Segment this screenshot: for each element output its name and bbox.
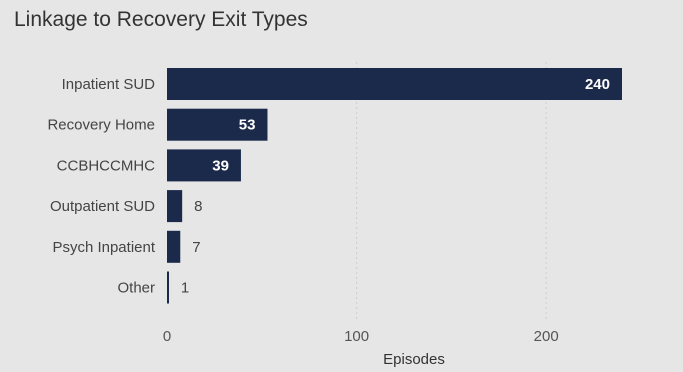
data-label: 8 — [194, 198, 202, 215]
chart-title: Linkage to Recovery Exit Types — [14, 8, 308, 31]
data-label: 1 — [181, 280, 189, 297]
bar-inpatient-sud — [167, 68, 622, 100]
x-axis-title: Episodes — [383, 351, 445, 368]
x-tick-label: 0 — [163, 328, 171, 345]
bar-psych-inpatient — [167, 230, 181, 263]
bar-outpatient-sud — [167, 190, 183, 223]
bar-other — [167, 271, 169, 304]
data-label: 240 — [585, 76, 610, 93]
category-label: Psych Inpatient — [52, 239, 155, 256]
data-label: 39 — [212, 157, 229, 174]
category-label: CCBHCCMHC — [57, 157, 155, 174]
x-tick-label: 200 — [534, 328, 559, 345]
data-label: 7 — [192, 239, 200, 256]
category-label: Inpatient SUD — [62, 76, 156, 93]
data-label: 53 — [239, 117, 256, 134]
category-label: Outpatient SUD — [50, 198, 155, 215]
category-label: Recovery Home — [47, 117, 155, 134]
category-label: Other — [117, 280, 155, 297]
bar-recovery-home — [167, 108, 268, 141]
x-tick-label: 100 — [344, 328, 369, 345]
bar-ccbhccmhc — [167, 149, 241, 182]
